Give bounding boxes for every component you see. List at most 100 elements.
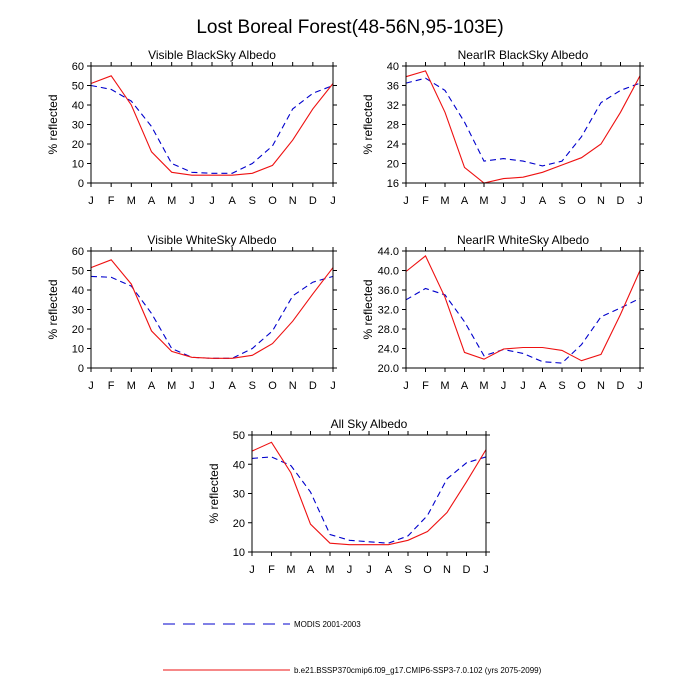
y-tick-label: 32.0 (378, 305, 399, 317)
x-tick-label: S (558, 380, 565, 392)
y-tick-label: 20 (72, 139, 84, 151)
x-tick-label: J (330, 195, 336, 207)
y-axis-label: % reflected (46, 279, 60, 339)
y-axis-label: % reflected (46, 94, 60, 154)
panel-3: NearIR WhiteSky Albedo % reflected 20.0 24.… (361, 233, 644, 392)
y-tick-label: 10 (233, 547, 245, 559)
x-tick-label: A (148, 380, 156, 392)
panel-1: NearIR BlackSky Albedo % reflected 16 20 24 2… (361, 48, 644, 207)
y-tick-label: 40 (387, 61, 399, 73)
x-tick-label: J (483, 564, 489, 576)
x-tick-label: F (422, 380, 429, 392)
x-tick-label: N (289, 380, 297, 392)
x-tick-label: O (268, 380, 277, 392)
x-tick-label: J (637, 380, 643, 392)
y-tick-label: 60 (72, 246, 84, 258)
y-tick-label: 0 (78, 178, 84, 190)
y-axis-label: % reflected (361, 279, 375, 339)
panel-title: NearIR WhiteSky Albedo (457, 233, 589, 247)
x-tick-label: J (501, 380, 507, 392)
y-tick-label: 36.0 (378, 285, 399, 297)
x-tick-label: N (597, 195, 605, 207)
x-tick-label: O (268, 195, 277, 207)
x-tick-label: M (167, 380, 176, 392)
y-tick-label: 40.0 (378, 266, 399, 278)
x-tick-label: J (330, 380, 336, 392)
x-tick-label: M (325, 564, 334, 576)
y-tick-label: 20.0 (378, 363, 399, 375)
legend: MODIS 2001-2003 b.e21.BSSP370cmip6.f09_g… (163, 620, 542, 675)
y-tick-label: 30 (233, 489, 245, 501)
x-tick-label: D (617, 380, 625, 392)
y-tick-label: 60 (72, 61, 84, 73)
panel-title: Visible BlackSky Albedo (148, 48, 276, 62)
x-tick-label: A (461, 380, 469, 392)
x-tick-label: M (167, 195, 176, 207)
x-tick-label: A (228, 380, 236, 392)
x-tick-label: F (108, 195, 115, 207)
x-tick-label: J (520, 380, 526, 392)
x-tick-label: F (108, 380, 115, 392)
series-line-model (251, 441, 487, 546)
y-axis-label: % reflected (207, 463, 221, 523)
x-tick-label: J (403, 195, 409, 207)
x-tick-label: N (289, 195, 297, 207)
x-tick-label: O (577, 195, 586, 207)
y-tick-label: 20 (72, 324, 84, 336)
y-tick-label: 40 (233, 459, 245, 471)
series-line-model (90, 259, 334, 359)
x-tick-label: D (463, 564, 471, 576)
series-line-modis (405, 77, 641, 167)
x-tick-label: M (127, 380, 136, 392)
x-tick-label: J (520, 195, 526, 207)
y-tick-label: 32 (387, 100, 399, 112)
y-tick-label: 20 (233, 518, 245, 530)
panel-title: Visible WhiteSky Albedo (147, 233, 277, 247)
plot-frame (90, 250, 334, 369)
chart-panels: Visible BlackSky Albedo % reflected 0 10 20 3… (46, 48, 644, 576)
x-tick-label: J (88, 380, 94, 392)
x-tick-label: F (268, 564, 275, 576)
y-tick-label: 28.0 (378, 324, 399, 336)
x-tick-label: S (249, 195, 256, 207)
x-tick-label: A (539, 195, 547, 207)
x-tick-label: D (309, 195, 317, 207)
x-tick-label: M (479, 380, 488, 392)
y-tick-label: 10 (72, 344, 84, 356)
y-tick-label: 44.0 (378, 246, 399, 258)
page-title: Lost Boreal Forest(48-56N,95-103E) (196, 17, 503, 38)
plot-frame (405, 250, 641, 369)
y-tick-label: 50 (72, 81, 84, 93)
plot-frame (251, 434, 487, 553)
x-tick-label: A (539, 380, 547, 392)
y-tick-label: 20 (387, 159, 399, 171)
y-tick-label: 24 (387, 139, 399, 151)
x-tick-label: A (148, 195, 156, 207)
series-line-modis (251, 456, 487, 544)
x-tick-label: J (209, 195, 215, 207)
x-tick-label: F (422, 195, 429, 207)
y-tick-label: 10 (72, 159, 84, 171)
series-line-model (405, 70, 641, 184)
y-tick-label: 0 (78, 363, 84, 375)
y-tick-label: 50 (72, 266, 84, 278)
legend-label-model: b.e21.BSSP370cmip6.f09_g17.CMIP6-SSP3-7.… (294, 666, 542, 675)
x-tick-label: N (443, 564, 451, 576)
x-tick-label: J (403, 380, 409, 392)
x-tick-label: S (249, 380, 256, 392)
x-tick-label: M (440, 195, 449, 207)
y-tick-label: 30 (72, 120, 84, 132)
x-tick-label: M (127, 195, 136, 207)
y-tick-label: 40 (72, 285, 84, 297)
x-tick-label: S (404, 564, 411, 576)
x-tick-label: J (189, 380, 195, 392)
legend-label-modis: MODIS 2001-2003 (294, 620, 361, 629)
x-tick-label: A (307, 564, 315, 576)
x-tick-label: N (597, 380, 605, 392)
x-tick-label: J (501, 195, 507, 207)
panel-0: Visible BlackSky Albedo % reflected 0 10 20 3… (46, 48, 337, 207)
x-tick-label: J (637, 195, 643, 207)
x-tick-label: D (617, 195, 625, 207)
